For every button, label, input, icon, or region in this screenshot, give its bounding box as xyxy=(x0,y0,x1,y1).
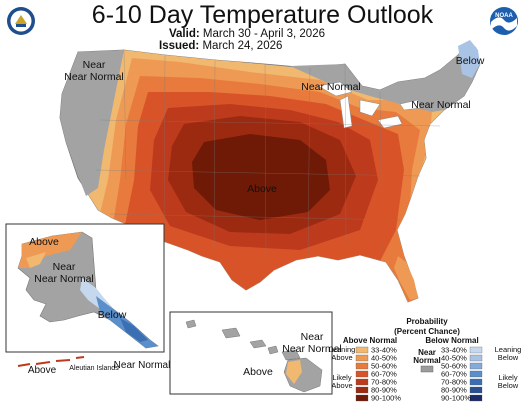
legend-title: Probability xyxy=(406,317,448,326)
issued-value: March 24, 2026 xyxy=(202,40,283,52)
legend-rows: 33-40% 33-40%40-50% 40-50%50-60% 50-60%60-7… xyxy=(355,346,483,403)
legend-leaning-below-2: Below xyxy=(498,353,519,362)
label-hawaii-near-1: Near xyxy=(301,331,324,343)
legend-below-swatch xyxy=(469,378,483,386)
legend-above-swatch xyxy=(355,346,369,354)
near-normal-west xyxy=(60,50,124,196)
valid-dates: Valid: March 30 - April 3, 2026 xyxy=(169,28,325,40)
legend-likely-above-1: Likely xyxy=(332,373,351,382)
label-hawaii-near-normal: Near Normal xyxy=(282,343,342,355)
alaska-below-zone-3 xyxy=(120,318,148,342)
hawaii-islands xyxy=(185,319,301,361)
issued-label: Issued: xyxy=(159,40,200,52)
legend-near-header-2: Normal xyxy=(413,356,441,365)
label-alaska-above: Above xyxy=(29,236,59,248)
hawaii-inset: Near Near Normal Above xyxy=(169,311,342,395)
valid-value: March 30 - April 3, 2026 xyxy=(202,28,325,40)
florida-peninsula xyxy=(394,256,418,300)
label-above: Above xyxy=(247,183,277,195)
label-near-normal-west-1: Near xyxy=(83,59,106,71)
legend-below-swatch xyxy=(469,370,483,378)
legend-above-swatch xyxy=(355,370,369,378)
legend-leaning-above-2: Above xyxy=(331,353,352,362)
label-below: Below xyxy=(456,55,485,67)
legend-below-range: 33-40% xyxy=(441,346,467,355)
doc-seal-icon xyxy=(7,7,35,35)
legend-below-range: 50-60% xyxy=(441,362,467,371)
alaska-inset: Above Near Near Normal Below Above Aleut… xyxy=(5,223,171,376)
legend-above-range: 80-90% xyxy=(371,386,397,395)
label-aleutian-islands: Aleutian Islands xyxy=(69,365,119,372)
legend-subtitle: (Percent Chance) xyxy=(394,327,460,336)
legend-likely-above-2: Above xyxy=(331,381,352,390)
issued-date: Issued: March 24, 2026 xyxy=(159,40,282,52)
legend-below-range: 70-80% xyxy=(441,378,467,387)
legend-near-swatch xyxy=(420,365,434,373)
legend-above-swatch xyxy=(355,394,369,402)
noaa-logo-text: NOAA xyxy=(495,13,513,19)
label-alaska-near-normal: Near Normal xyxy=(34,273,94,285)
legend-below-header: Below Normal xyxy=(425,336,478,345)
legend-below-swatch xyxy=(469,354,483,362)
legend-above-swatch xyxy=(355,386,369,394)
legend-below-swatch xyxy=(469,394,483,402)
legend-above-range: 50-60% xyxy=(371,362,397,371)
legend-above-swatch xyxy=(355,362,369,370)
label-alaska-near-1: Near xyxy=(53,261,76,273)
legend-below-swatch xyxy=(469,362,483,370)
state-lines xyxy=(95,49,441,261)
noaa-logo-icon: NOAA xyxy=(490,7,518,35)
valid-label: Valid: xyxy=(169,28,200,40)
legend-above-range: 60-70% xyxy=(371,370,397,379)
legend-below-range: 60-70% xyxy=(441,370,467,379)
great-lakes xyxy=(317,81,421,129)
legend-above-range: 70-80% xyxy=(371,378,397,387)
label-near-normal-west: Near Normal xyxy=(64,71,124,83)
legend-above-header: Above Normal xyxy=(343,336,397,345)
contour-90-100 xyxy=(192,134,330,220)
label-aleutian-near-normal: Near Normal xyxy=(114,360,171,371)
label-alaska-below: Below xyxy=(98,309,127,321)
legend-above-swatch xyxy=(355,378,369,386)
legend: Probability (Percent Chance) Above Norma… xyxy=(329,317,522,403)
legend-leaning-below-1: Leaning xyxy=(495,345,522,354)
aleutian-chain xyxy=(17,356,85,367)
page-title: 6-10 Day Temperature Outlook xyxy=(91,1,434,29)
legend-above-range: 33-40% xyxy=(371,346,397,355)
label-near-normal-lakes: Near Normal xyxy=(301,81,361,93)
legend-above-range: 90-100% xyxy=(371,394,401,403)
label-hawaii-above: Above xyxy=(243,366,273,378)
legend-below-range: 90-100% xyxy=(441,394,471,403)
legend-below-range: 80-90% xyxy=(441,386,467,395)
label-aleutian-above: Above xyxy=(28,365,57,376)
legend-likely-below-2: Below xyxy=(498,381,519,390)
alaska-above-zone-2 xyxy=(26,252,46,268)
legend-leaning-above-1: Leaning xyxy=(329,345,356,354)
legend-likely-below-1: Likely xyxy=(498,373,517,382)
legend-below-range: 40-50% xyxy=(441,354,467,363)
hawaii-big-island-above xyxy=(286,360,302,384)
legend-below-swatch xyxy=(469,346,483,354)
label-near-normal-northeast: Near Normal xyxy=(411,99,471,111)
below-normal-maine xyxy=(458,40,480,78)
near-normal-northeast xyxy=(290,42,480,112)
legend-near-header-1: Near xyxy=(418,348,436,357)
legend-above-range: 40-50% xyxy=(371,354,397,363)
legend-above-swatch xyxy=(355,354,369,362)
legend-below-swatch xyxy=(469,386,483,394)
